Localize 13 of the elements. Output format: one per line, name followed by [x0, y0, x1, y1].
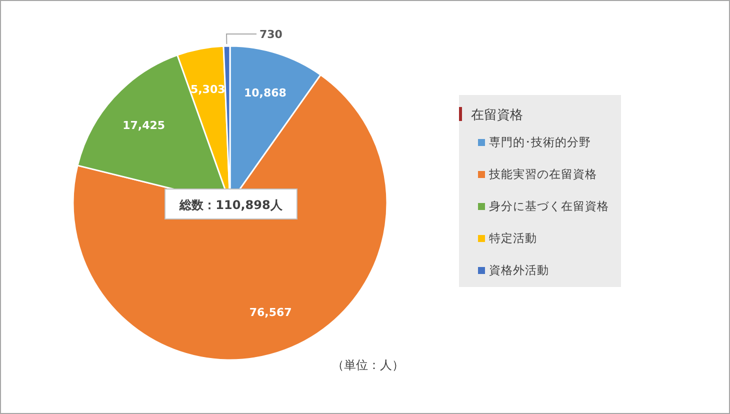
legend-title: 在留資格	[471, 108, 523, 123]
legend-label: 専門的･技術的分野	[489, 135, 591, 149]
data-label: 5,303	[190, 82, 226, 96]
legend-label: 身分に基づく在留資格	[489, 199, 609, 213]
legend-label: 資格外活動	[489, 263, 549, 277]
text: （単位：人）	[332, 358, 404, 372]
data-label: 76,567	[249, 306, 292, 319]
data-label: 730	[260, 28, 283, 42]
legend-label: 特定活動	[489, 231, 537, 245]
data-label: 10,868	[244, 86, 286, 100]
data-label: 17,425	[122, 119, 166, 132]
legend-label: 技能実習の在留資格	[488, 167, 597, 181]
annotation: 総数：110,898人	[164, 188, 298, 220]
